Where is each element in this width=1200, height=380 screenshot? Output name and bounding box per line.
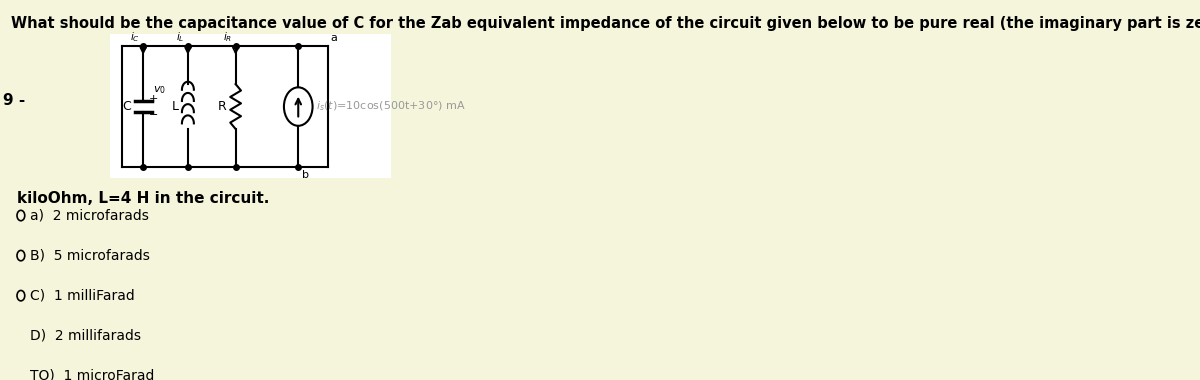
Text: L: L bbox=[172, 100, 179, 113]
Text: 9 -: 9 - bbox=[2, 93, 25, 108]
Text: −: − bbox=[149, 109, 158, 120]
Text: C: C bbox=[122, 100, 131, 113]
Text: $i_C$: $i_C$ bbox=[131, 30, 140, 44]
Text: $i_R$: $i_R$ bbox=[223, 30, 233, 44]
Text: B)  5 microfarads: B) 5 microfarads bbox=[30, 249, 150, 263]
Text: +: + bbox=[149, 93, 158, 104]
Text: $i_s(t)$=10cos(500t+30°) mA: $i_s(t)$=10cos(500t+30°) mA bbox=[316, 100, 466, 113]
Text: a)  2 microfarads: a) 2 microfarads bbox=[30, 209, 149, 223]
Text: b: b bbox=[302, 170, 308, 180]
Text: C)  1 milliFarad: C) 1 milliFarad bbox=[30, 289, 134, 302]
Text: D)  2 millifarads: D) 2 millifarads bbox=[30, 329, 140, 343]
Text: $v_0$: $v_0$ bbox=[154, 85, 167, 97]
Text: TO)  1 microFarad: TO) 1 microFarad bbox=[30, 369, 154, 380]
Text: $i_L$: $i_L$ bbox=[176, 30, 185, 44]
Text: R: R bbox=[218, 100, 227, 113]
FancyBboxPatch shape bbox=[110, 34, 391, 178]
Text: kiloOhm, L=4 H in the circuit.: kiloOhm, L=4 H in the circuit. bbox=[17, 191, 269, 206]
Text: a: a bbox=[330, 33, 337, 43]
Text: What should be the capacitance value of C for the Zab equivalent impedance of th: What should be the capacitance value of … bbox=[11, 16, 1200, 31]
